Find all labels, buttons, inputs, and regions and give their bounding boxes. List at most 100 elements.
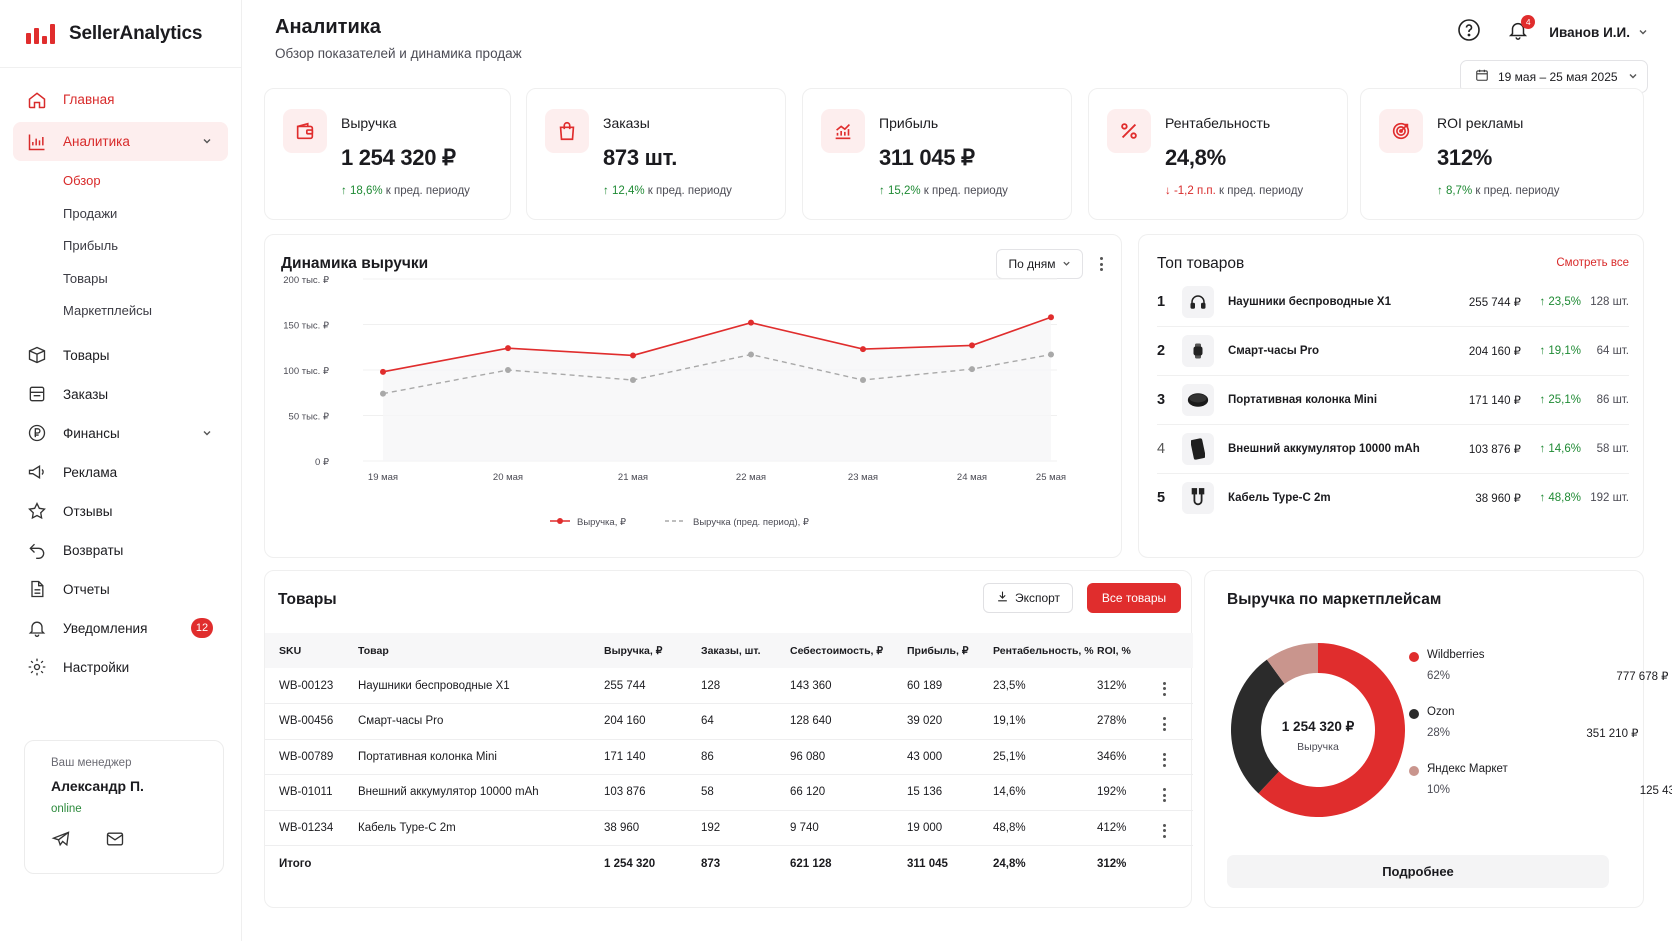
subnav-item-sales[interactable]: Продажи <box>63 205 118 221</box>
user-menu[interactable]: Иванов И.И. <box>1549 25 1630 40</box>
table-row[interactable]: WB-00123 Наушники беспроводные X1 255 744 1… <box>265 668 1193 704</box>
more-options-icon[interactable] <box>1163 681 1166 696</box>
top-product-row[interactable]: 5 Кабель Type-C 2m 38 960 ₽ ↑ 48,8% 192 … <box>1157 473 1629 523</box>
top-product-row[interactable]: 2 Смарт-часы Pro 204 160 ₽ ↑ 19,1% 64 шт… <box>1157 326 1629 376</box>
subnav-item-profit[interactable]: Прибыль <box>63 238 118 253</box>
arrow-up-icon: ↑ <box>1437 185 1443 197</box>
product-name: Кабель Type-C 2m <box>1228 492 1331 504</box>
nav-item-reviews[interactable]: Отзывы <box>13 492 228 531</box>
more-options-icon[interactable] <box>1100 257 1103 271</box>
table-cell: 128 <box>701 668 790 704</box>
legend-ozon: Ozon 28% 351 210 ₽ <box>1409 706 1639 740</box>
column-header[interactable]: ROI, % <box>1097 633 1153 668</box>
column-header[interactable]: Прибыль, ₽ <box>907 633 993 668</box>
legend-value: 351 210 ₽ <box>1586 728 1639 740</box>
top-product-row[interactable]: 4 Внешний аккумулятор 10000 mAh 103 876 … <box>1157 424 1629 474</box>
revenue-chart-card: Динамика выручки По дням 200 тыс. ₽ 150 т… <box>264 234 1122 558</box>
x-tick-label: 24 мая <box>957 472 987 483</box>
table-cell: Смарт-часы Pro <box>358 703 604 740</box>
column-header[interactable]: Выручка, ₽ <box>604 633 701 668</box>
telegram-icon[interactable] <box>51 829 71 854</box>
legend-yandex-market: Яндекс Маркет 10% 125 432 ₽ <box>1409 763 1672 797</box>
marketplaces-card: Выручка по маркетплейсам 1 254 320 ₽ Выр… <box>1204 570 1672 908</box>
manager-status: online <box>51 803 82 815</box>
table-cell: Итого <box>279 858 312 871</box>
column-header[interactable]: Рентабельность, % <box>993 633 1097 668</box>
top-product-row[interactable]: 1 Наушники беспроводные X1 255 744 ₽ ↑ 2… <box>1157 277 1629 327</box>
table-row[interactable]: WB-01011 Внешний аккумулятор 10000 mAh 103… <box>265 774 1193 811</box>
table-cell: 311 045 <box>907 858 948 871</box>
logo-bars-icon <box>26 23 55 44</box>
notifications-button[interactable]: 4 <box>1507 15 1536 46</box>
see-all-link[interactable]: Смотреть все <box>1556 257 1629 269</box>
bell-icon <box>26 617 48 639</box>
data-point-current <box>969 342 975 349</box>
top-product-row[interactable]: 3 Портативная колонка Mini 171 140 ₽ ↑ 2… <box>1157 375 1629 425</box>
nav-item-returns[interactable]: Возвраты <box>13 531 228 570</box>
kpi-card-margin[interactable]: Рентабельность 24,8% ↓ -1,2 п.п. к пред.… <box>1088 88 1348 220</box>
column-header[interactable]: Заказы, шт. <box>701 633 790 668</box>
more-options-icon[interactable] <box>1163 752 1166 767</box>
table-row[interactable]: WB-01234 Кабель Type-C 2m 38 960 192 9 740 19… <box>265 810 1193 846</box>
nav-item-home[interactable]: Главная <box>13 80 228 119</box>
all-products-button[interactable]: Все товары <box>1087 583 1181 613</box>
app-logo[interactable]: SellerAnalytics <box>0 0 241 68</box>
nav-item-products[interactable]: Товары <box>13 336 228 375</box>
row-actions[interactable] <box>1153 774 1193 811</box>
nav-item-ads[interactable]: Реклама <box>13 453 228 492</box>
row-actions[interactable] <box>1153 739 1193 775</box>
chevron-down-icon <box>1628 70 1638 84</box>
table-cell: Кабель Type-C 2m <box>358 810 604 846</box>
table-cell: 96 080 <box>790 739 907 775</box>
mail-icon[interactable] <box>105 829 125 854</box>
donut-slice-яндекс-маркет[interactable] <box>1266 643 1318 684</box>
table-cell: 103 876 <box>604 774 701 811</box>
rank: 4 <box>1157 440 1166 457</box>
more-options-icon[interactable] <box>1163 788 1166 803</box>
help-icon[interactable] <box>1457 18 1481 47</box>
table-cell: WB-01011 <box>265 774 358 811</box>
nav-item-settings[interactable]: Настройки <box>13 648 228 687</box>
table-cell: 48,8% <box>993 810 1097 846</box>
subnav-item-marketplaces[interactable]: Маркетплейсы <box>63 303 152 318</box>
y-tick-label: 100 тыс. ₽ <box>283 366 330 377</box>
donut-slice-ozon[interactable] <box>1231 659 1285 794</box>
donut-slice-wildberries[interactable] <box>1258 643 1405 817</box>
more-options-icon[interactable] <box>1163 717 1166 732</box>
nav-item-analytics[interactable]: Аналитика <box>13 122 228 161</box>
kpi-card-orders[interactable]: Заказы 873 шт. ↑ 12,4% к пред. периоду <box>526 88 786 220</box>
nav-label: Реклама <box>63 464 118 480</box>
revenue-chart-title: Динамика выручки <box>281 255 429 272</box>
column-header[interactable]: Товар <box>358 633 604 668</box>
column-header[interactable]: Себестоимость, ₽ <box>790 633 907 668</box>
nav-item-orders[interactable]: Заказы <box>13 375 228 414</box>
chevron-down-icon <box>202 134 212 149</box>
nav-item-reports[interactable]: Отчеты <box>13 570 228 609</box>
page-header: Аналитика Обзор показателей и динамика п… <box>275 16 522 61</box>
row-actions[interactable] <box>1153 668 1193 704</box>
subnav-item-overview[interactable]: Обзор <box>63 173 101 188</box>
more-options-icon[interactable] <box>1163 823 1166 838</box>
table-row[interactable]: WB-00789 Портативная колонка Mini 171 140 8… <box>265 739 1193 775</box>
legend-name: Wildberries <box>1427 649 1485 661</box>
kpi-card-ad-roi[interactable]: ROI рекламы 312% ↑ 8,7% к пред. периоду <box>1360 88 1644 220</box>
kpi-card-revenue[interactable]: Выручка 1 254 320 ₽ ↑ 18,6% к пред. пери… <box>264 88 511 220</box>
table-cell: 86 <box>701 739 790 775</box>
nav-item-finance[interactable]: Финансы <box>13 414 228 453</box>
more-details-button[interactable]: Подробнее <box>1227 855 1609 888</box>
bell-badge: 4 <box>1521 15 1536 29</box>
subnav-item-products[interactable]: Товары <box>63 270 108 286</box>
chevron-down-icon[interactable] <box>1638 24 1648 42</box>
legend-label-current: Выручка, ₽ <box>577 517 627 528</box>
row-actions[interactable] <box>1153 703 1193 740</box>
shopping-bag-icon <box>545 109 589 153</box>
nav-label: Настройки <box>63 659 130 675</box>
kpi-title: Выручка <box>341 115 397 131</box>
nav-item-notifications[interactable]: Уведомления 12 <box>13 609 228 648</box>
product-delta: ↑ 25,1% <box>1539 393 1581 406</box>
row-actions[interactable] <box>1153 810 1193 846</box>
kpi-card-profit[interactable]: Прибыль 311 045 ₽ ↑ 15,2% к пред. период… <box>802 88 1072 220</box>
column-header[interactable]: SKU <box>265 633 358 668</box>
export-button[interactable]: Экспорт <box>983 583 1073 613</box>
table-row[interactable]: WB-00456 Смарт-часы Pro 204 160 64 128 640 39… <box>265 703 1193 740</box>
